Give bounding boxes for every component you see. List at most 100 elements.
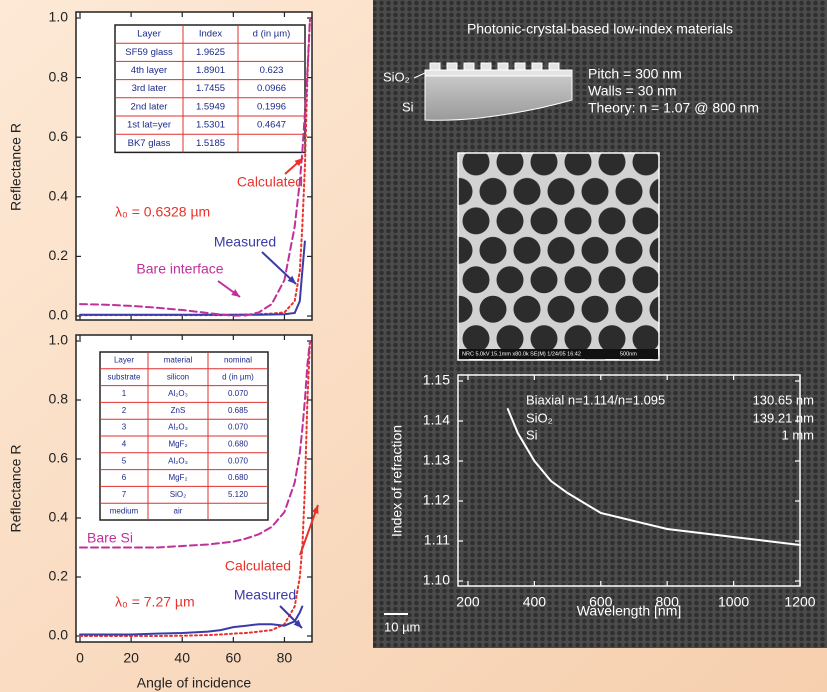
y-tick-label: 1.10: [423, 572, 450, 588]
table-cell: Layer: [114, 356, 134, 365]
table-cell: 1: [122, 389, 127, 398]
table-cell: SiO₂: [170, 490, 186, 499]
y-tick-label: 1.13: [423, 452, 450, 468]
table-cell: d (in µm): [222, 372, 254, 381]
table-cell: 1.7455: [196, 83, 225, 94]
y-tick-label: 1.12: [423, 492, 450, 508]
table-cell: 0.0966: [257, 83, 286, 94]
y-tick-label: 0.0: [49, 627, 69, 643]
table-cell: MgF₂: [168, 440, 187, 449]
table-cell: 0.070: [228, 389, 249, 398]
table-cell: 1.5949: [196, 101, 225, 112]
table-cell: 0.685: [228, 406, 249, 415]
table-cell: 0.680: [228, 440, 249, 449]
table-frame: [114, 24, 306, 154]
table-cell: 7: [122, 490, 127, 499]
table-cell: BK7 glass: [128, 138, 171, 149]
table-cell: 1st lat=yer: [127, 120, 171, 131]
y-axis-label: Index of refraction: [389, 425, 405, 537]
table-cell: 0.1996: [257, 101, 286, 112]
sem-image: NRC 5.0kV 15.1mm x80.0k SE(M) 1/24/05 16…: [457, 152, 660, 361]
x-axis-label: Angle of incidence: [137, 675, 252, 691]
series-label: Bare interface: [136, 261, 223, 277]
table-cell: 0.070: [228, 423, 249, 432]
series-line: [79, 605, 304, 636]
x-tick-label: 40: [174, 650, 190, 666]
table-cell: silicon: [167, 372, 189, 381]
y-tick-label: 0.4: [49, 188, 69, 204]
series-label: Calculated: [237, 174, 303, 190]
table-cell: 1.5301: [196, 120, 225, 131]
sem-micrograph: [457, 152, 660, 361]
crenellations: [429, 62, 560, 71]
x-tick-label: 20: [123, 650, 139, 666]
scale-bar-label: 10 µm: [384, 619, 420, 634]
sem-caption-bar: [459, 349, 658, 359]
oxide-layer: [424, 69, 573, 77]
x-tick-label: 0: [76, 650, 84, 666]
table-cell: ZnS: [171, 406, 186, 415]
table-cell: medium: [110, 507, 139, 516]
schematic-label: Si: [402, 99, 414, 114]
x-tick-label: 1200: [784, 594, 815, 610]
arrowhead: [231, 289, 240, 297]
arrow: [299, 504, 319, 556]
annotation: λ₀ = 7.27 µm: [115, 594, 195, 610]
table-cell: 1.9625: [196, 47, 225, 58]
table-cell: 2nd later: [131, 101, 168, 112]
y-axis-label: Reflectance R: [8, 445, 24, 533]
x-tick-label: 200: [456, 594, 480, 610]
table-cell: substrate: [108, 372, 141, 381]
table-cell: Layer: [137, 29, 161, 40]
table-cell: 0.070: [228, 456, 249, 465]
table-cell: 2: [122, 406, 127, 415]
sem-scale: 500nm: [620, 351, 637, 357]
y-tick-label: 0.6: [49, 128, 69, 144]
arrowhead: [294, 158, 303, 167]
x-tick-label: 80: [277, 650, 293, 666]
arrowhead: [311, 505, 319, 514]
y-tick-label: 1.11: [424, 532, 450, 548]
series-line: [506, 408, 801, 546]
series-line: [79, 17, 311, 317]
plot-area: [457, 374, 801, 587]
table-cell: 0.623: [260, 65, 284, 76]
table-cell: 3: [122, 423, 127, 432]
table-cell: 4th layer: [131, 65, 167, 76]
leader-line: [413, 72, 426, 79]
annotation: Si: [526, 427, 538, 442]
table-cell: 5: [122, 456, 127, 465]
x-tick-label: 1000: [718, 594, 749, 610]
table-cell: 5.120: [228, 490, 249, 499]
annotation: SiO₂: [526, 410, 553, 425]
annotation: λ₀ = 0.6328 µm: [115, 204, 210, 220]
table-cell: nominal: [224, 356, 252, 365]
y-tick-label: 0.6: [49, 450, 69, 466]
table-cell: Index: [199, 29, 222, 40]
y-tick-label: 0.2: [49, 247, 69, 263]
si-substrate: [424, 75, 573, 121]
annotation: 130.65 nm: [753, 392, 814, 407]
table-cell: air: [174, 507, 183, 516]
spec: Pitch = 300 nm: [588, 66, 682, 82]
series-line: [79, 340, 311, 637]
series-label: Measured: [234, 587, 296, 603]
sem-caption: NRC 5.0kV 15.1mm x80.0k SE(M) 1/24/05 16…: [462, 351, 581, 357]
y-tick-label: 0.0: [49, 307, 69, 323]
arrowhead: [293, 619, 302, 628]
series-label: Measured: [214, 234, 276, 250]
x-tick-label: 600: [589, 594, 613, 610]
arrowhead: [287, 275, 296, 284]
annotation: 1 mm: [782, 427, 815, 442]
table-cell: 1.5185: [196, 138, 225, 149]
y-tick-label: 0.8: [49, 391, 69, 407]
annotation: Biaxial n=1.114/n=1.095: [526, 392, 665, 407]
spec: Walls = 30 nm: [588, 83, 677, 99]
table-cell: 1.8901: [196, 65, 225, 76]
table-cell: 0.680: [228, 473, 249, 482]
table-cell: Al₂O₃: [168, 423, 188, 432]
y-tick-label: 1.0: [49, 9, 69, 25]
schematic: SiO₂ Si: [383, 62, 573, 121]
